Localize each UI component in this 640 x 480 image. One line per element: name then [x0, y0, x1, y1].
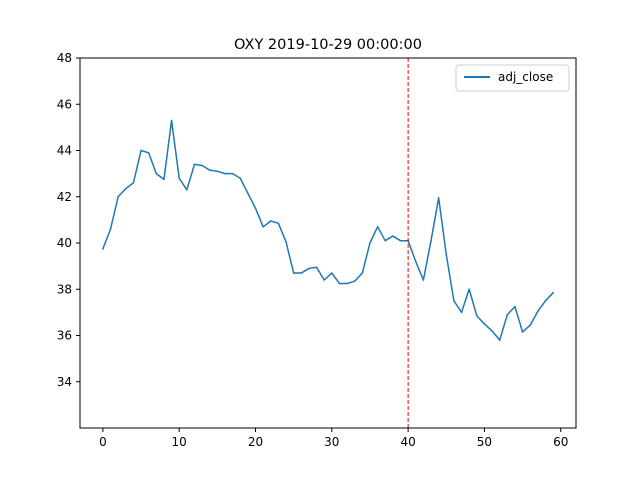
data-point	[285, 241, 287, 243]
data-point	[231, 172, 234, 175]
y-tick-label: 38	[57, 282, 72, 296]
data-point	[514, 305, 516, 308]
y-tick-label: 42	[57, 190, 72, 204]
data-point	[117, 196, 119, 198]
data-point	[476, 315, 478, 317]
legend-label-adj-close: adj_close	[498, 70, 553, 84]
x-tick-label: 60	[553, 435, 568, 449]
data-point	[376, 226, 379, 228]
y-tick-label: 46	[57, 97, 72, 111]
data-point	[292, 272, 295, 274]
data-point	[186, 189, 188, 191]
chart-title: OXY 2019-10-29 00:00:00	[234, 37, 422, 53]
data-point	[460, 311, 463, 314]
data-point	[392, 235, 394, 237]
data-point	[224, 172, 226, 175]
data-point	[239, 177, 241, 179]
x-tick-label: 30	[324, 435, 339, 449]
data-point	[498, 339, 501, 341]
data-point	[193, 163, 196, 166]
x-tick-label: 20	[248, 435, 263, 449]
data-point	[254, 207, 257, 210]
data-point	[331, 272, 333, 274]
y-tick-label: 34	[57, 375, 72, 389]
data-point	[155, 172, 158, 175]
data-point	[369, 242, 371, 244]
data-point	[270, 220, 272, 222]
data-point	[315, 266, 318, 269]
data-point	[437, 197, 440, 199]
data-point	[537, 310, 539, 312]
data-point	[102, 248, 104, 250]
data-point	[247, 192, 249, 195]
data-point	[361, 272, 364, 274]
data-point	[430, 239, 432, 242]
data-point	[201, 164, 203, 167]
x-tick-label: 10	[172, 435, 187, 449]
data-point	[468, 288, 470, 290]
data-point	[422, 279, 425, 281]
plot-frame	[79, 57, 577, 429]
data-point	[544, 300, 547, 302]
data-point	[147, 152, 150, 154]
x-tick-label: 40	[400, 435, 415, 449]
data-point	[163, 178, 165, 181]
data-point	[208, 169, 211, 171]
y-axis: 34 36 38 40 42 44 46 48	[57, 51, 80, 389]
y-tick-label: 44	[57, 144, 72, 158]
series-line-adj-close	[101, 119, 555, 341]
data-point	[170, 119, 173, 122]
data-point	[338, 282, 341, 285]
data-point	[491, 330, 493, 332]
x-axis: 0 10 20 30 40 50 60	[99, 428, 568, 449]
x-tick-label: 0	[99, 435, 107, 449]
data-point	[529, 324, 531, 326]
data-point	[109, 228, 112, 230]
data-point	[323, 279, 325, 281]
data-point	[216, 170, 219, 173]
y-tick-label: 40	[57, 236, 72, 250]
data-point	[521, 331, 524, 333]
data-point	[552, 291, 554, 294]
plot-layer	[101, 58, 555, 428]
data-point	[353, 280, 356, 282]
data-point	[415, 260, 417, 263]
data-point	[125, 187, 127, 190]
data-point	[262, 226, 264, 228]
data-point	[483, 323, 486, 325]
data-point	[506, 313, 509, 316]
y-tick-label: 36	[57, 329, 72, 343]
data-point	[132, 182, 135, 184]
data-point	[308, 267, 310, 270]
data-point	[277, 222, 280, 225]
data-point	[178, 177, 180, 179]
x-tick-label: 50	[477, 435, 492, 449]
legend: adj_close	[455, 64, 570, 92]
data-point	[140, 149, 142, 152]
data-point	[300, 272, 303, 274]
data-point	[453, 300, 455, 302]
legend-box	[455, 64, 570, 92]
y-tick-label: 48	[57, 51, 72, 65]
data-point	[445, 253, 448, 256]
data-point	[399, 239, 402, 242]
data-point	[384, 239, 386, 242]
data-point	[346, 282, 348, 285]
